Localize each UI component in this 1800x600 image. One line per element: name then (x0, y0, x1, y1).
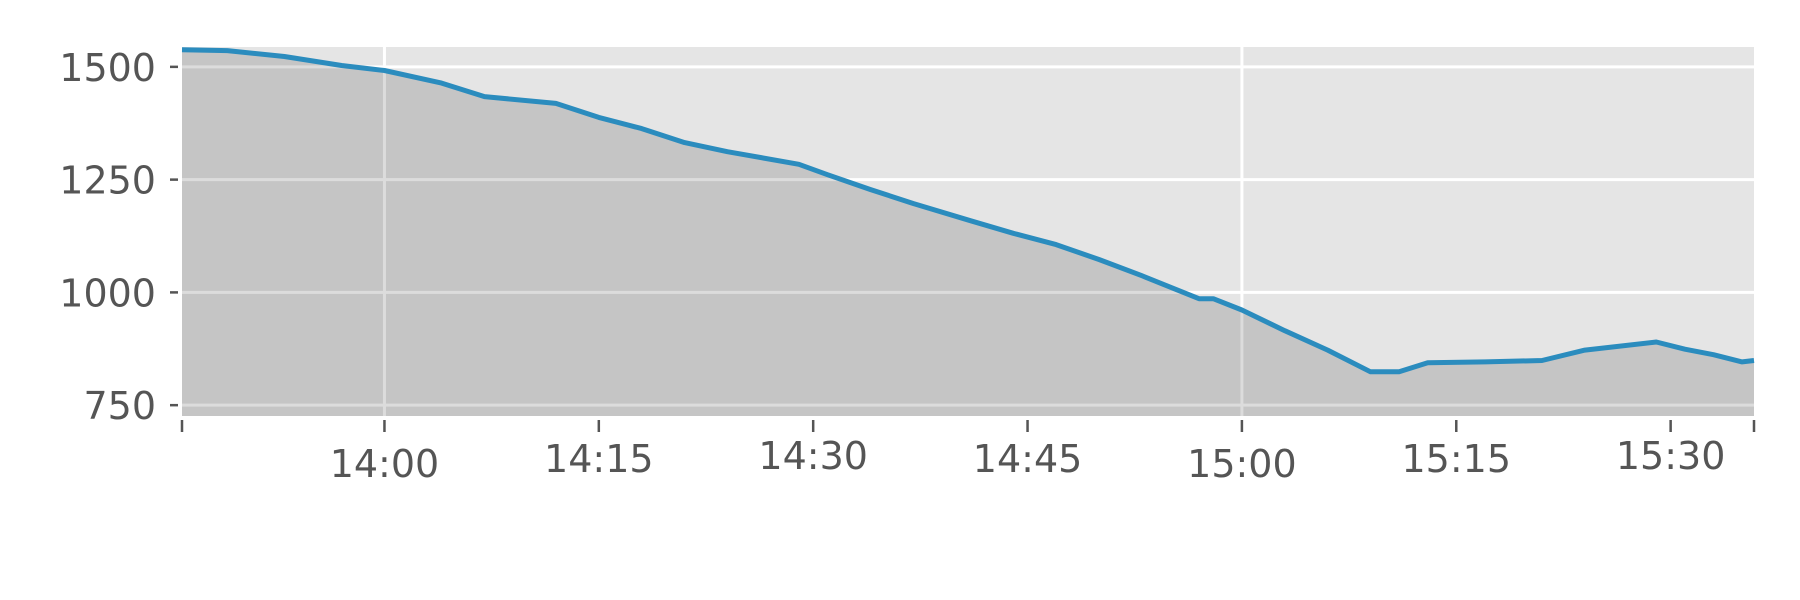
x-axis: 14:00 14:15 14:30 14:45 15:00 15:15 15:30 (180, 420, 1756, 486)
x-tick-label: 15:00 (1187, 442, 1297, 486)
x-tick-label: 14:15 (544, 437, 654, 481)
area-fill (182, 49, 1754, 416)
x-tick-label: 15:30 (1616, 434, 1726, 478)
x-tick-label: 14:00 (330, 442, 440, 486)
y-tick-label: 1000 (59, 271, 156, 315)
x-tick-label: 15:15 (1402, 437, 1512, 481)
series-line (181, 47, 1755, 375)
y-tick-label: 1250 (59, 159, 156, 203)
y-tick-label: 750 (83, 384, 156, 428)
y-tick-label: 1500 (59, 46, 156, 90)
y-axis: 750 1000 1250 1500 (59, 46, 178, 428)
x-tick-label: 14:45 (973, 437, 1083, 481)
x-tick-label: 14:30 (758, 434, 868, 478)
